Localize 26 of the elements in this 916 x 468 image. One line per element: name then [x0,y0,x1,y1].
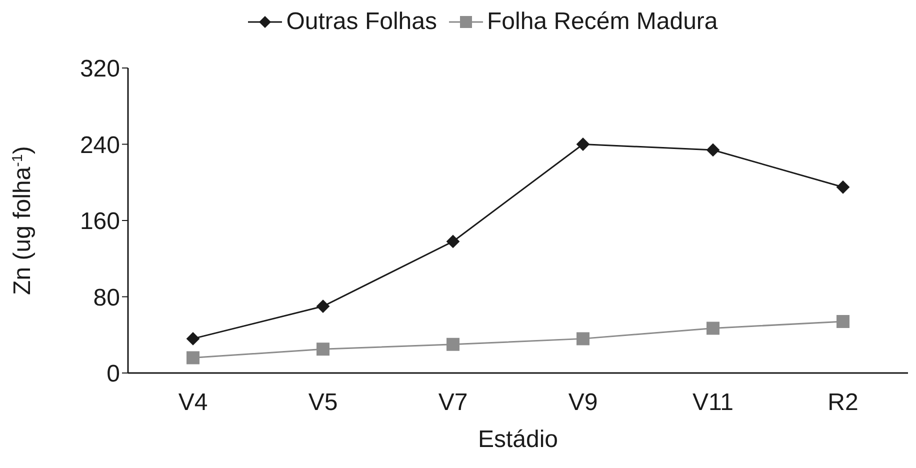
y-tick-label: 160 [80,208,120,236]
x-tick-label: R2 [828,389,858,416]
x-tick-label: V4 [178,389,208,416]
x-tick-label: V9 [568,389,598,416]
point [316,342,330,356]
point [316,300,330,313]
point [446,234,460,248]
point [706,322,720,335]
x-tick-label: V7 [438,389,468,416]
y-tick-label: 320 [80,56,120,83]
x-axis-title: Estádio [478,426,558,453]
x-tick-label: V5 [308,389,338,416]
point [836,315,850,328]
point [576,332,590,346]
point [576,138,590,151]
y-tick-label: 0 [106,360,120,388]
point [836,180,850,194]
legend-label: Folha Recém Madura [486,8,718,36]
point [186,332,200,346]
point [446,338,460,351]
x-tick-label: V11 [692,389,734,416]
y-tick-label: 240 [80,132,120,159]
y-tick-label: 80 [93,284,120,312]
point [186,351,200,364]
point [706,143,720,156]
legend-label: Outras Folhas [285,8,437,36]
